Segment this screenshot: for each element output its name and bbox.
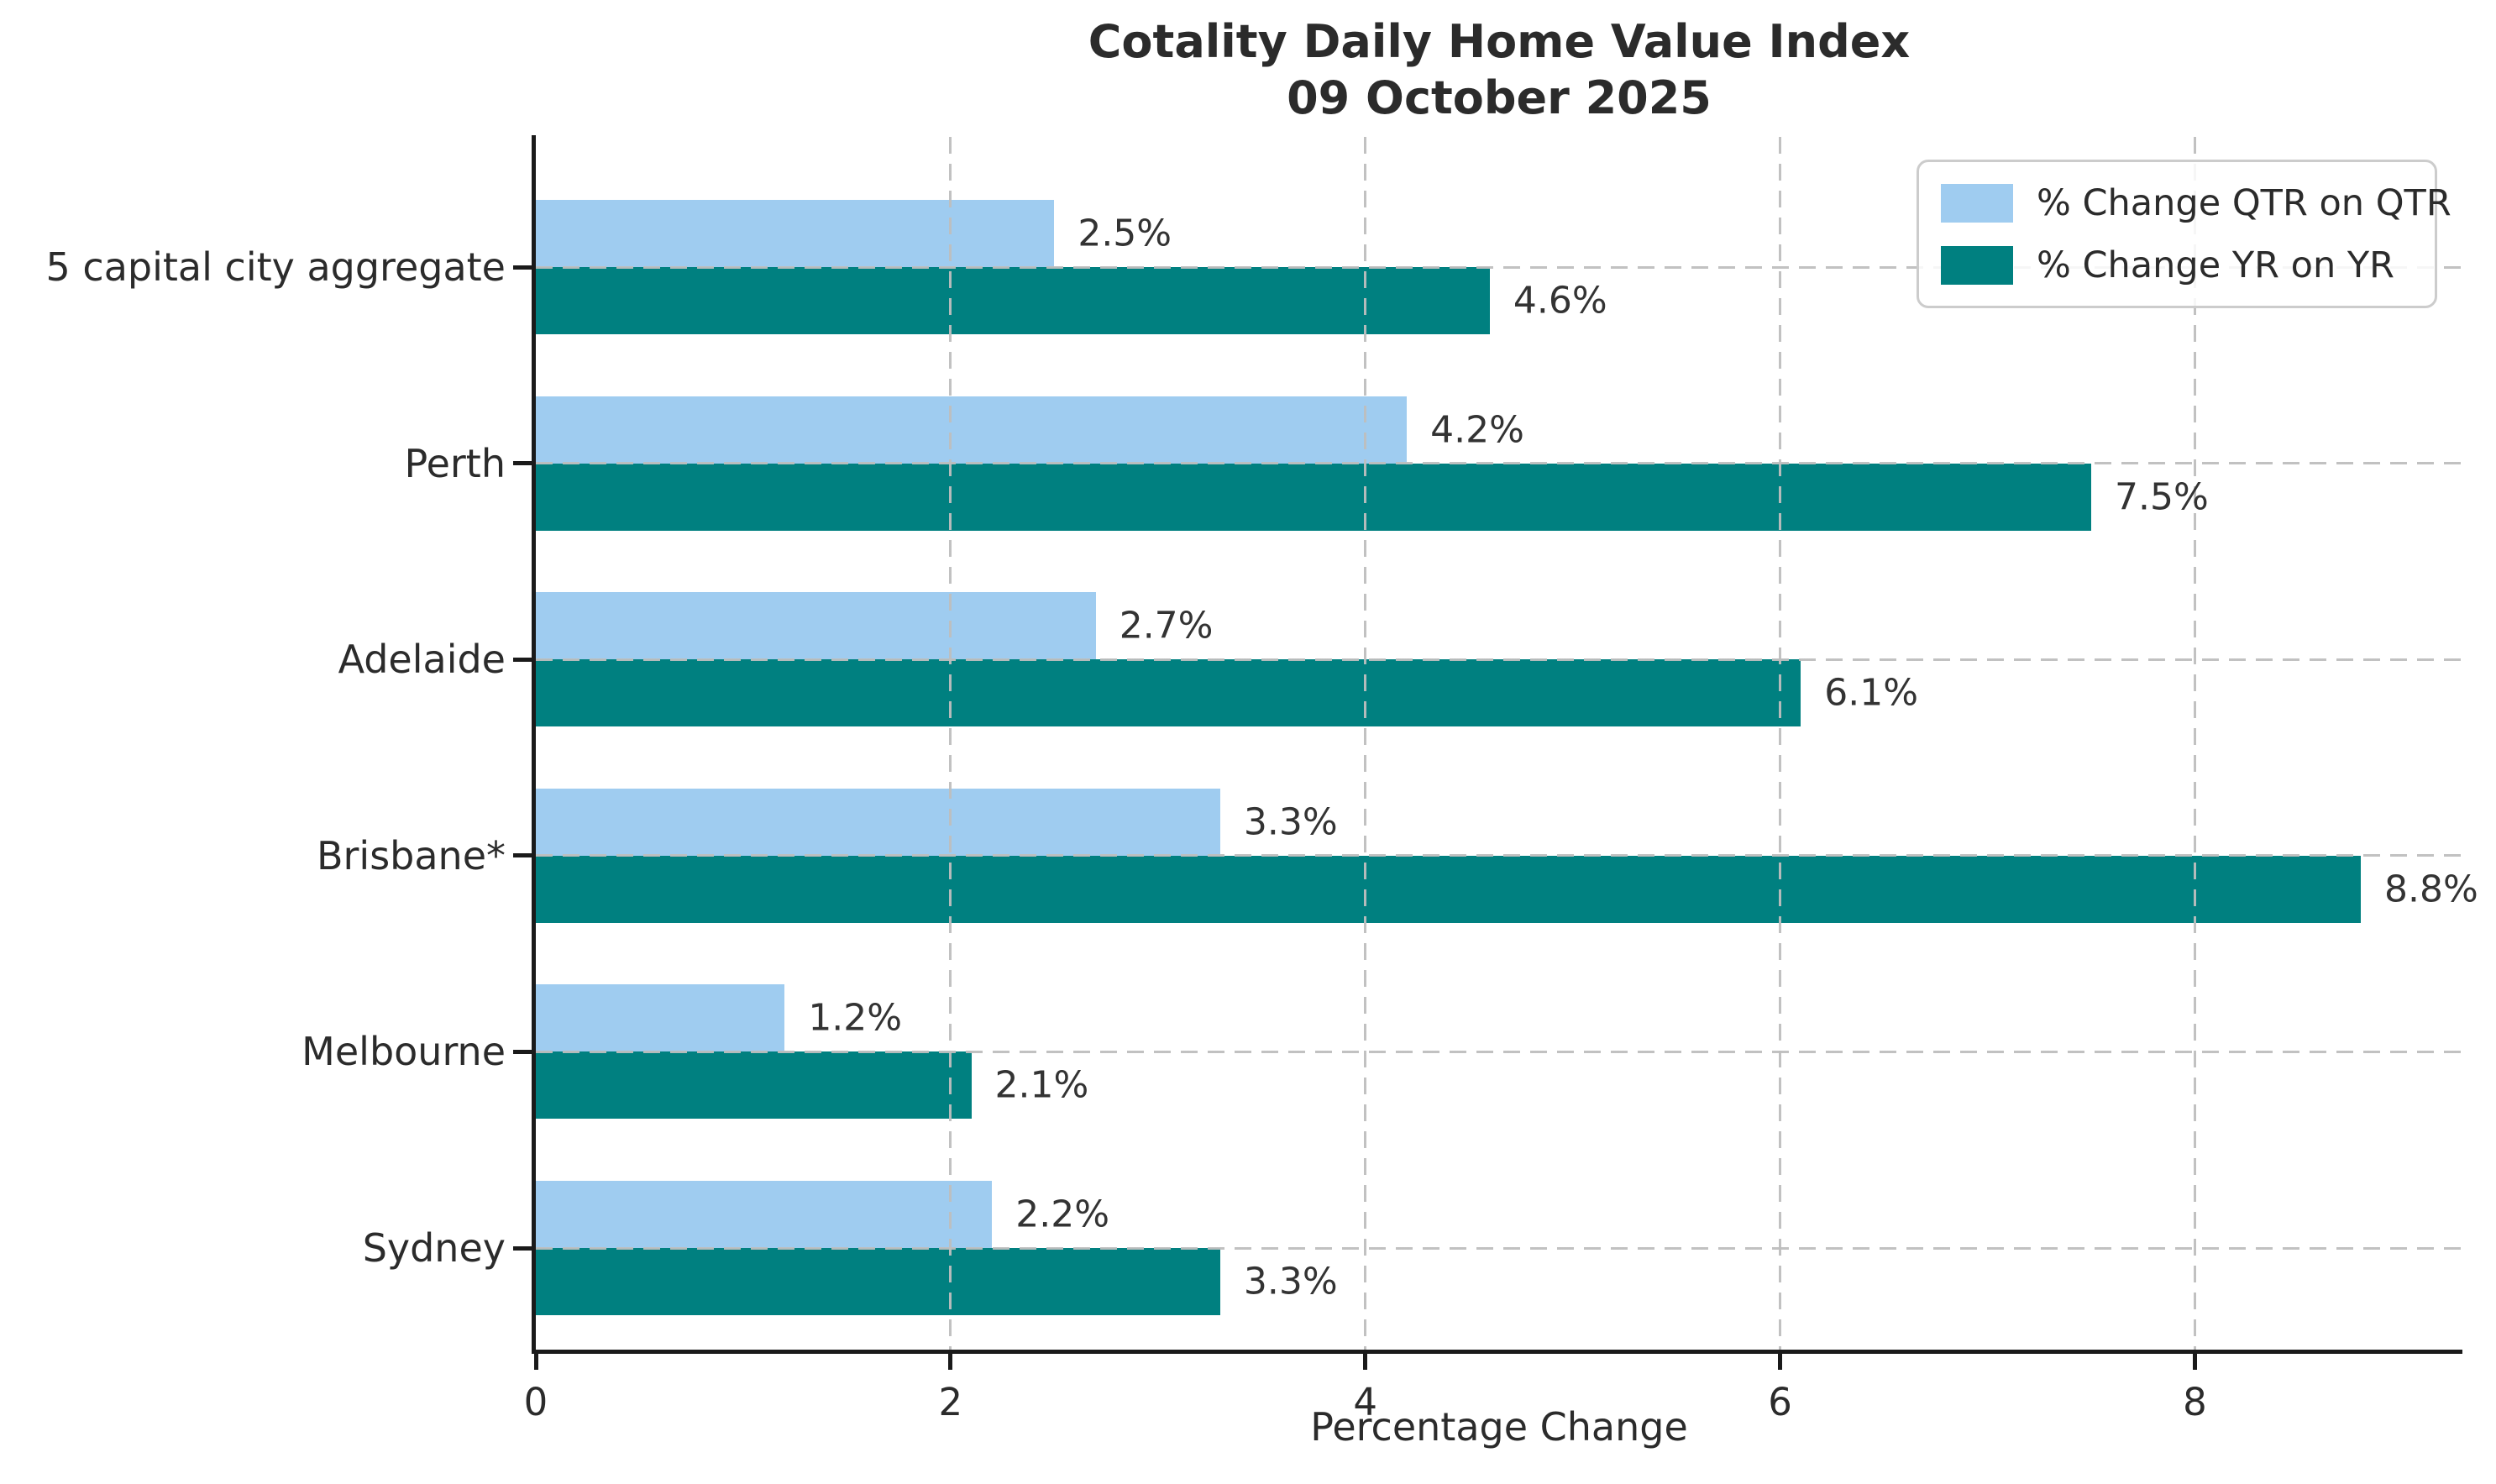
bar-value-label: 4.2%	[1430, 408, 1524, 452]
y-gridline	[536, 265, 2462, 269]
bar-value-label: 1.2%	[808, 996, 903, 1040]
x-tick-mark	[1778, 1350, 1783, 1370]
bar-value-label: 6.1%	[1824, 671, 1919, 715]
x-tick-label: 2	[938, 1380, 963, 1424]
bar-value-label: 2.2%	[1015, 1193, 1110, 1236]
x-gridline	[2193, 137, 2196, 1350]
category-label: Brisbane*	[316, 832, 506, 878]
bar-yr-on-yr	[536, 1051, 972, 1120]
bar-yr-on-yr	[536, 267, 1490, 334]
legend-swatch-qtr	[1941, 183, 2013, 223]
legend-label: % Change YR on YR	[2037, 244, 2395, 286]
x-gridline	[1364, 137, 1367, 1350]
x-tick-mark	[2192, 1350, 2197, 1370]
x-tick-mark	[533, 1350, 538, 1370]
category-label: Adelaide	[338, 637, 506, 683]
y-gridline	[536, 462, 2462, 465]
bar-value-label: 2.5%	[1078, 212, 1172, 255]
x-tick-label: 8	[2183, 1380, 2207, 1424]
y-gridline	[536, 1050, 2462, 1053]
bar-yr-on-yr	[536, 1248, 1220, 1315]
bar-yr-on-yr	[536, 855, 2361, 923]
bar-value-label: 3.3%	[1243, 800, 1338, 844]
bar-value-label: 8.8%	[2384, 868, 2478, 911]
x-axis-label: Percentage Change	[1310, 1404, 1688, 1450]
category-label: Melbourne	[302, 1029, 506, 1075]
legend-entry: % Change QTR on QTR	[1941, 182, 2451, 224]
bar-value-label: 4.6%	[1513, 279, 1607, 322]
bar-qtr-on-qtr	[536, 1181, 993, 1248]
y-tick-mark	[513, 657, 533, 662]
legend-swatch-yr	[1941, 245, 2013, 285]
bar-yr-on-yr	[536, 659, 1801, 727]
y-tick-mark	[513, 1049, 533, 1054]
bar-qtr-on-qtr	[536, 788, 1220, 856]
x-tick-label: 6	[1768, 1380, 1792, 1424]
category-label: 5 capital city aggregate	[45, 244, 506, 290]
y-gridline	[536, 1246, 2462, 1250]
legend-label: % Change QTR on QTR	[2037, 181, 2451, 224]
y-tick-mark	[513, 461, 533, 466]
chart-title: Cotality Daily Home Value Index 09 Octob…	[536, 13, 2462, 126]
x-gridline	[1779, 137, 1782, 1350]
bar-value-label: 3.3%	[1243, 1260, 1338, 1303]
x-gridline	[949, 137, 952, 1350]
category-label: Perth	[404, 440, 506, 486]
y-tick-mark	[513, 1245, 533, 1251]
bar-qtr-on-qtr	[536, 396, 1408, 464]
x-tick-mark	[1363, 1350, 1368, 1370]
bar-yr-on-yr	[536, 463, 2091, 531]
bar-value-label: 2.7%	[1119, 604, 1214, 648]
bar-qtr-on-qtr	[536, 200, 1055, 267]
x-tick-mark	[948, 1350, 953, 1370]
y-gridline	[536, 658, 2462, 661]
category-label: Sydney	[362, 1225, 506, 1271]
legend-entry: % Change YR on YR	[1941, 244, 2435, 286]
chart-title-line2: 09 October 2025	[1287, 71, 1712, 124]
x-tick-label: 0	[523, 1380, 548, 1424]
bar-value-label: 7.5%	[2114, 475, 2209, 519]
bar-qtr-on-qtr	[536, 592, 1096, 660]
y-tick-mark	[513, 265, 533, 270]
y-axis-spine	[532, 135, 536, 1354]
y-gridline	[536, 854, 2462, 857]
y-tick-mark	[513, 853, 533, 858]
x-axis-spine	[532, 1350, 2462, 1354]
chart-title-line1: Cotality Daily Home Value Index	[1088, 15, 1911, 68]
x-tick-label: 4	[1353, 1380, 1378, 1424]
legend: % Change QTR on QTR % Change YR on YR	[1917, 160, 2451, 308]
bar-value-label: 2.1%	[994, 1063, 1089, 1107]
bar-qtr-on-qtr	[536, 984, 785, 1052]
